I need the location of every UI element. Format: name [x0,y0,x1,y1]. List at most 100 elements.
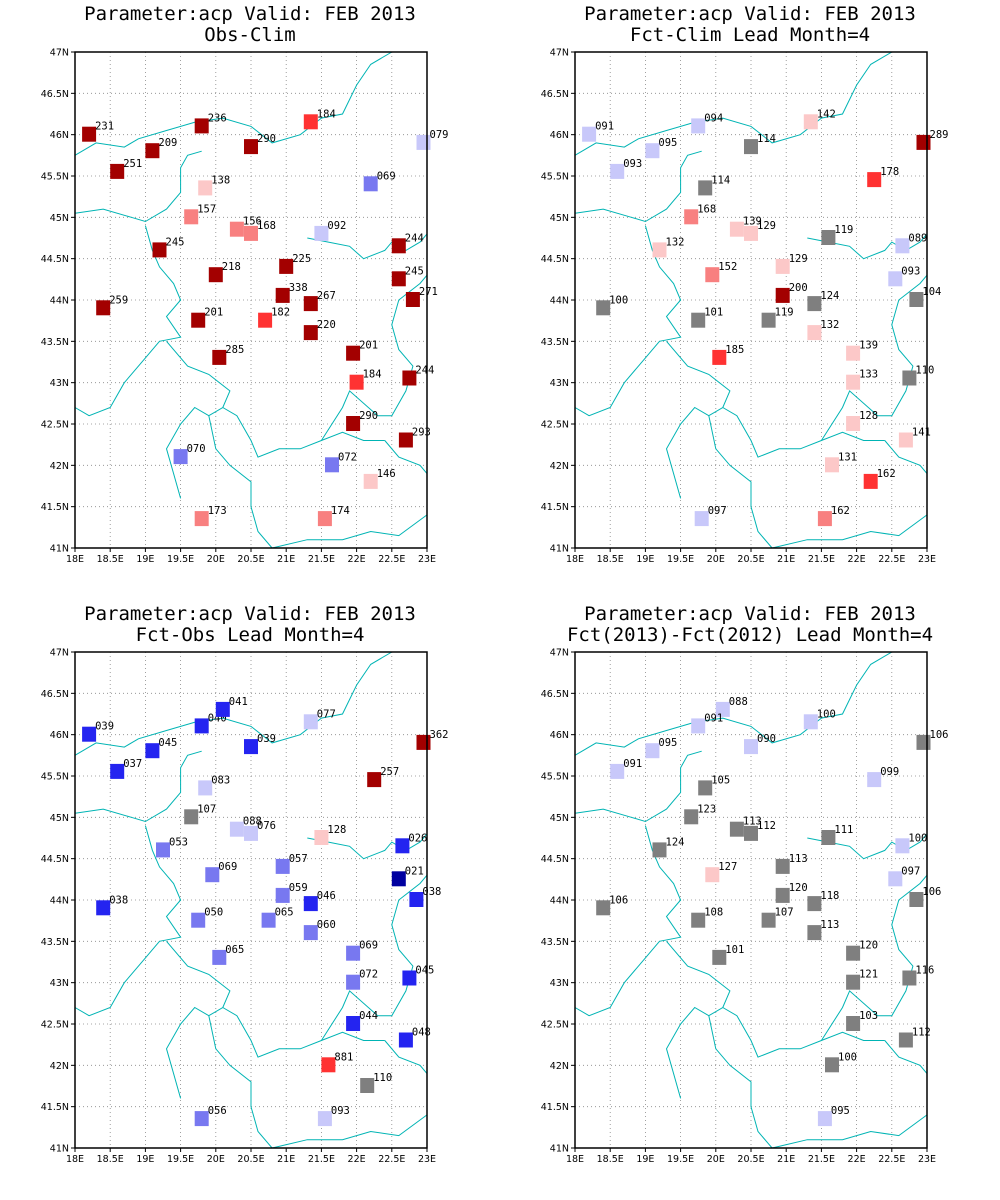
latitude-tick-label: 44N [50,896,69,907]
station-value-label: 123 [697,803,716,815]
station-value-label: 060 [317,919,336,931]
station-marker [402,970,417,986]
station-marker [317,511,332,527]
station-marker [194,1111,209,1127]
latitude-tick-label: 44.5N [541,854,569,865]
latitude-tick-label: 45.5N [41,772,69,783]
station-marker [821,230,836,245]
station-value-label: 184 [363,369,382,381]
panel-title-line1: Parameter:acp Valid: FEB 2013 [84,3,416,25]
station-value-label: 128 [859,410,878,422]
station-marker [916,734,931,750]
station-value-label: 089 [908,232,927,244]
border-line [74,51,393,156]
latitude-tick-label: 42N [50,461,69,472]
latitude-tick-label: 43N [550,978,569,989]
panel-title-line2: Fct-Obs Lead Month=4 [135,624,365,646]
station-marker [846,974,861,990]
station-marker [691,118,706,134]
station-value-label: 069 [377,170,396,182]
station-marker [888,271,903,287]
station-marker [261,912,276,928]
station-value-label: 113 [820,919,839,931]
station-marker [652,842,667,858]
station-marker [705,267,720,283]
border-line [222,407,385,458]
station-value-label: 044 [359,1010,378,1022]
station-value-label: 079 [430,129,449,141]
station-value-label: 129 [757,220,776,232]
station-value-label: 119 [775,307,794,319]
longitude-tick-label: 21.5E [308,554,335,565]
station-value-label: 124 [820,290,839,302]
longitude-tick-label: 19E [636,1154,654,1165]
latitude-tick-label: 44.5N [41,254,69,265]
latitude-tick-label: 45N [550,813,569,824]
panel-title-line1: Parameter:acp Valid: FEB 2013 [584,603,916,625]
station-value-label: 045 [415,965,434,977]
station-value-label: 129 [789,253,808,265]
station-value-label: 100 [838,1051,857,1063]
border-line [574,651,893,756]
latitude-tick-label: 45.5N [41,172,69,183]
station-marker [110,163,125,179]
station-value-label: 095 [658,137,677,149]
station-value-label: 245 [166,236,185,248]
border-line [74,150,202,223]
station-value-label: 185 [725,344,744,356]
latitude-tick-label: 42.5N [41,420,69,431]
longitude-tick-label: 21E [777,554,795,565]
station-value-label: 114 [757,133,776,145]
latitude-tick-label: 42N [550,1061,569,1072]
station-value-label: 124 [666,836,685,848]
station-marker [817,511,832,527]
station-marker [744,225,758,241]
station-marker [110,763,125,779]
station-value-label: 218 [222,261,241,273]
station-value-label: 110 [915,365,934,377]
latitude-tick-label: 43.5N [541,337,569,348]
station-marker [846,345,861,361]
station-marker [360,1078,375,1093]
latitude-tick-label: 46N [50,130,69,141]
station-marker [909,892,924,907]
station-marker [391,238,406,254]
latitude-tick-label: 42N [50,1061,69,1072]
station-value-label: 053 [169,836,188,848]
station-value-label: 091 [623,758,642,770]
station-marker [898,1032,913,1048]
station-value-label: 037 [123,758,142,770]
station-marker [152,242,167,258]
latitude-tick-label: 46N [550,730,569,741]
border-line [574,225,682,417]
longitude-tick-label: 19E [136,1154,154,1165]
latitude-tick-label: 44.5N [541,254,569,265]
longitude-tick-label: 22.5E [878,554,905,565]
station-value-label: 069 [218,861,237,873]
station-marker [761,312,776,328]
station-value-label: 127 [718,861,737,873]
station-value-label: 111 [834,824,853,836]
station-marker [244,825,258,841]
latitude-tick-label: 46.5N [541,689,569,700]
station-marker [244,739,258,755]
station-marker [863,473,878,489]
station-value-label: 289 [930,129,949,141]
station-value-label: 338 [289,282,308,294]
station-marker [198,780,213,796]
station-marker [275,887,290,903]
station-marker [303,714,318,730]
latitude-tick-label: 43.5N [41,937,69,948]
station-value-label: 104 [922,286,941,298]
latitude-tick-label: 41N [50,1144,69,1155]
latitude-tick-label: 46N [550,130,569,141]
station-marker [279,258,294,274]
longitude-tick-label: 22E [348,554,366,565]
station-value-label: 059 [289,882,308,894]
station-value-label: 100 [908,832,927,844]
station-marker [258,312,273,328]
station-value-label: 201 [359,340,378,352]
longitude-tick-label: 21E [277,554,295,565]
station-marker [191,312,206,328]
station-value-label: 251 [123,158,142,170]
